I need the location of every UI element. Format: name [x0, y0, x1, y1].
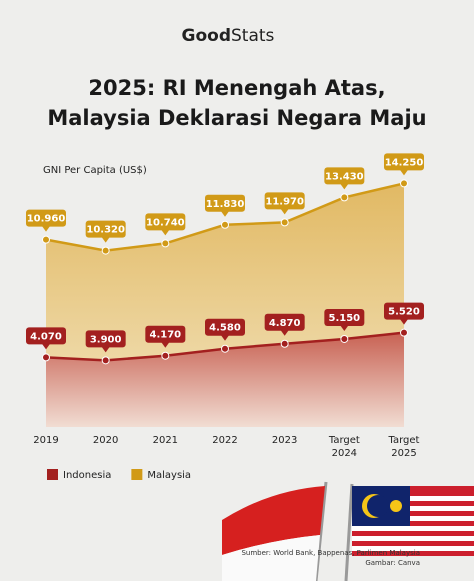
label-box: [384, 153, 424, 171]
label-box: [384, 302, 424, 320]
label-pointer: [280, 330, 289, 336]
marker: [221, 344, 229, 353]
brand: Good: [182, 26, 231, 46]
label-pointer: [42, 343, 50, 350]
marker: [101, 246, 110, 255]
label-pointer: [280, 208, 289, 215]
label-box: [145, 325, 186, 343]
marker: [221, 220, 229, 229]
label-box: [205, 318, 245, 336]
marker: [42, 353, 50, 362]
data-label: 10.960: [27, 214, 66, 225]
brand-suffix: Stats: [231, 26, 275, 46]
label-pointer: [340, 325, 349, 331]
label-pointer: [221, 335, 229, 341]
x-tick-label: 2022: [212, 435, 238, 446]
data-label: 3.900: [90, 334, 122, 345]
data-label: 4.870: [269, 318, 301, 329]
data-label: 10.740: [146, 217, 185, 228]
legend-label: Malaysia: [147, 470, 191, 481]
credit: Gambar: Canva: [365, 559, 420, 567]
title-line: 2025: RI Menengah Atas,: [88, 76, 385, 100]
label-box: [85, 220, 126, 238]
label-pointer: [42, 226, 50, 232]
marker: [161, 351, 170, 360]
label-pointer: [101, 346, 110, 353]
label-pointer: [161, 342, 170, 348]
marker: [340, 193, 349, 202]
legend-label: Indonesia: [63, 470, 111, 481]
label-box: [26, 327, 66, 345]
x-tick-label: 2023: [271, 435, 298, 446]
source: Sumber: World Bank, Bappenas, Parlimen M…: [241, 549, 420, 557]
marker: [280, 218, 289, 227]
label-pointer: [400, 169, 408, 176]
label-pointer: [221, 211, 229, 217]
label-pointer: [340, 183, 349, 190]
data-label: 4.070: [30, 331, 62, 342]
label-box: [145, 213, 186, 231]
label-box: [324, 167, 365, 185]
x-tick-label: 2019: [33, 435, 59, 446]
legend-swatch: [131, 469, 143, 480]
label-box: [264, 313, 305, 331]
data-label: 4.580: [209, 323, 241, 334]
title-line: Malaysia Deklarasi Negara Maju: [47, 106, 426, 130]
flag-malaysia: [344, 483, 474, 581]
x-tick-label: 2020: [92, 435, 119, 446]
label-box: [264, 192, 305, 210]
data-label: 11.970: [265, 196, 304, 207]
y-axis-label: GNI Per Capita (US$): [43, 165, 147, 176]
marker: [400, 179, 408, 188]
label-box: [85, 330, 126, 348]
data-label: 13.430: [325, 171, 364, 182]
x-tick-label: Target 2024: [328, 435, 360, 459]
data-label: 14.250: [385, 157, 424, 168]
x-tick-label: 2021: [152, 435, 179, 446]
legend-swatch: [47, 469, 58, 480]
marker: [101, 356, 110, 365]
data-label: 11.830: [206, 199, 245, 210]
marker: [400, 328, 408, 337]
label-pointer: [161, 229, 170, 236]
label-pointer: [101, 237, 110, 243]
data-label: 10.320: [86, 225, 125, 236]
x-tick-label: Target 2025: [388, 435, 420, 459]
data-label: 4.170: [150, 330, 182, 341]
data-label: 5.520: [388, 307, 420, 318]
label-pointer: [400, 319, 408, 325]
label-box: [205, 194, 245, 212]
label-box: [26, 209, 66, 227]
marker: [280, 339, 289, 348]
marker: [42, 235, 50, 244]
marker: [340, 334, 349, 343]
data-label: 5.150: [329, 313, 361, 324]
flag-indonesia: [222, 481, 328, 581]
label-box: [324, 308, 365, 326]
marker: [161, 239, 170, 248]
area: [46, 332, 404, 427]
